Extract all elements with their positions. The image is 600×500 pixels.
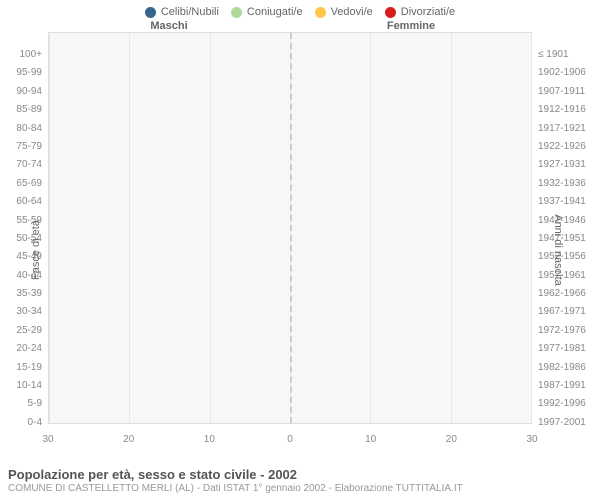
grid-line bbox=[210, 33, 211, 423]
legend-label: Coniugati/e bbox=[247, 6, 303, 18]
birth-axis-label: Anni di nascita bbox=[552, 214, 564, 286]
age-tick: 15-19 bbox=[0, 361, 46, 375]
age-tick: 95-99 bbox=[0, 66, 46, 80]
age-tick: 30-34 bbox=[0, 305, 46, 319]
age-tick: 85-89 bbox=[0, 103, 46, 117]
x-tick: 0 bbox=[287, 434, 293, 445]
legend-swatch bbox=[145, 7, 156, 18]
legend-swatch bbox=[231, 7, 242, 18]
legend-label: Vedovi/e bbox=[331, 6, 373, 18]
age-tick: 0-4 bbox=[0, 416, 46, 430]
birth-tick: 1917-1921 bbox=[534, 122, 600, 136]
birth-tick: 1952-1956 bbox=[534, 250, 600, 264]
x-tick: 10 bbox=[204, 434, 215, 445]
birth-tick: 1992-1996 bbox=[534, 397, 600, 411]
birth-tick: 1927-1931 bbox=[534, 158, 600, 172]
birth-tick: 1912-1916 bbox=[534, 103, 600, 117]
center-divider bbox=[290, 33, 292, 423]
birth-tick: 1967-1971 bbox=[534, 305, 600, 319]
plot-area bbox=[48, 32, 532, 424]
age-tick: 25-29 bbox=[0, 324, 46, 338]
chart-title: Popolazione per età, sesso e stato civil… bbox=[8, 467, 592, 482]
age-tick: 80-84 bbox=[0, 122, 46, 136]
grid-line bbox=[49, 33, 50, 423]
birth-tick: 1947-1951 bbox=[534, 232, 600, 246]
gender-headers: Maschi Femmine bbox=[0, 20, 600, 32]
birth-tick: 1972-1976 bbox=[534, 324, 600, 338]
age-tick: 35-39 bbox=[0, 287, 46, 301]
birth-tick: 1932-1936 bbox=[534, 177, 600, 191]
age-tick: 70-74 bbox=[0, 158, 46, 172]
birth-tick: 1902-1906 bbox=[534, 66, 600, 80]
x-tick: 10 bbox=[365, 434, 376, 445]
grid-line bbox=[129, 33, 130, 423]
chart-footer: Popolazione per età, sesso e stato civil… bbox=[8, 467, 592, 494]
legend-label: Celibi/Nubili bbox=[161, 6, 219, 18]
legend: Celibi/Nubili Coniugati/e Vedovi/e Divorzia… bbox=[0, 0, 600, 20]
birth-tick: 1907-1911 bbox=[534, 85, 600, 99]
birth-year-axis: ≤ 1901 1902-1906 1907-1911 1912-1916 1917-19… bbox=[534, 44, 600, 434]
x-tick: 20 bbox=[446, 434, 457, 445]
birth-tick: 1982-1986 bbox=[534, 361, 600, 375]
grid-line bbox=[451, 33, 452, 423]
age-tick: 75-79 bbox=[0, 140, 46, 154]
age-tick: 60-64 bbox=[0, 195, 46, 209]
age-tick: 90-94 bbox=[0, 85, 46, 99]
legend-swatch bbox=[315, 7, 326, 18]
header-female: Femmine bbox=[290, 20, 532, 32]
legend-item: Divorziati/e bbox=[385, 6, 455, 18]
x-axis: 3020100102030 bbox=[48, 434, 532, 448]
legend-item: Vedovi/e bbox=[315, 6, 373, 18]
x-tick: 30 bbox=[42, 434, 53, 445]
legend-item: Celibi/Nubili bbox=[145, 6, 219, 18]
age-tick: 10-14 bbox=[0, 379, 46, 393]
birth-tick: 1922-1926 bbox=[534, 140, 600, 154]
grid-line bbox=[370, 33, 371, 423]
x-tick: 20 bbox=[123, 434, 134, 445]
population-pyramid: Celibi/Nubili Coniugati/e Vedovi/e Divorzia… bbox=[0, 0, 600, 500]
birth-tick: 1977-1981 bbox=[534, 342, 600, 356]
x-tick: 30 bbox=[526, 434, 537, 445]
age-tick: 100+ bbox=[0, 48, 46, 62]
legend-item: Coniugati/e bbox=[231, 6, 303, 18]
birth-tick: 1942-1946 bbox=[534, 214, 600, 228]
birth-tick: 1937-1941 bbox=[534, 195, 600, 209]
grid-line bbox=[531, 33, 532, 423]
age-tick: 5-9 bbox=[0, 397, 46, 411]
birth-tick: 1987-1991 bbox=[534, 379, 600, 393]
legend-swatch bbox=[385, 7, 396, 18]
birth-tick: 1957-1961 bbox=[534, 269, 600, 283]
birth-tick: 1962-1966 bbox=[534, 287, 600, 301]
chart-subtitle: COMUNE DI CASTELLETTO MERLI (AL) - Dati … bbox=[8, 483, 592, 494]
birth-tick: ≤ 1901 bbox=[534, 48, 600, 62]
birth-tick: 1997-2001 bbox=[534, 416, 600, 430]
age-axis-label: Fasce di età bbox=[30, 220, 42, 280]
age-tick: 65-69 bbox=[0, 177, 46, 191]
age-tick: 20-24 bbox=[0, 342, 46, 356]
legend-label: Divorziati/e bbox=[401, 6, 455, 18]
header-male: Maschi bbox=[48, 20, 290, 32]
